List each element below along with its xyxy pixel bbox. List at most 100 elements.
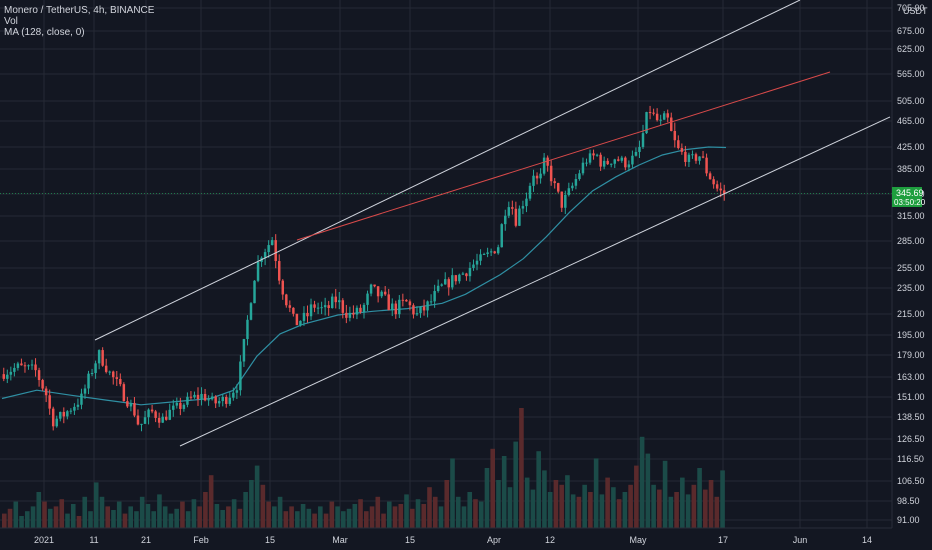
candle-body [599,154,602,167]
candle-body [306,312,309,317]
price-axis-background[interactable] [892,0,932,528]
volume-bar [565,475,570,528]
volume-bar [404,494,409,528]
candle-body [44,388,48,396]
candle-body [359,307,362,313]
volume-bar [36,492,42,528]
volume-bar [277,496,283,528]
candle-body [415,313,419,315]
price-axis[interactable]: 705.00 675.00 625.00 565.00 505.00 465.00 425.… [897,3,925,525]
y-tick-label: 675.00 [897,26,925,36]
volume-bar [427,487,432,528]
candle-body [313,304,316,308]
volume-bar [128,506,134,528]
volume-bar [47,508,53,528]
y-tick-label: 116.50 [897,454,924,464]
candle-body [225,396,228,404]
candle-body [256,261,260,281]
ma-line [1,146,727,406]
y-tick-label: 315.00 [897,211,925,221]
volume-bar [122,513,128,528]
volume-bar [415,499,421,528]
candle-body [532,175,535,186]
candle-body [454,275,458,282]
candle-body [203,393,207,401]
candle-body [539,173,542,179]
y-tick-label: 255.00 [897,263,925,273]
volume-bar [559,484,564,528]
candle-body [412,305,415,315]
volume-bar [203,492,208,528]
candle-body [345,312,348,318]
volume-bar [513,441,518,528]
candle-body [327,305,330,308]
current-price-value: 345.69 [896,188,924,198]
volume-bar [605,477,610,528]
legend-moving-average[interactable]: MA (128, close, 0) [4,27,85,38]
drawing-layer[interactable] [94,0,891,447]
y-tick-label: 235.00 [897,283,925,293]
volume-bar [329,501,335,528]
volume-bar [254,465,260,528]
candle-body [687,154,691,162]
legend-volume[interactable]: Vol [4,16,18,27]
candle-body [620,157,624,161]
volume-bar [593,458,599,528]
time-axis[interactable]: 2021 11 21 Feb 15 Mar 15 Apr 12 May 17 Jun 14 [34,535,872,545]
candle-body [217,401,221,404]
candle-body [521,206,525,209]
candle-body [80,393,83,405]
candle-body [334,296,337,303]
candle-body [207,399,210,401]
time-axis-background[interactable] [0,528,932,550]
candle-body [30,364,34,366]
currency-label: USDT [903,6,928,16]
candle-body [684,151,687,162]
volume-bar [249,480,254,528]
candle-body [468,267,472,277]
candle-body [143,417,147,424]
candle-body [34,364,37,371]
candle-body [634,151,638,156]
volume-bar [680,477,685,528]
candle-body [186,396,189,405]
candle-body [193,394,196,398]
candle-body [210,396,214,400]
legend[interactable]: Monero / TetherUS, 4h, BINANCE Vol MA (1… [4,5,155,38]
volume-bar [369,506,375,528]
candle-body [270,240,274,246]
candle-body [479,254,482,261]
candle-body [90,373,94,375]
candle-layer[interactable] [2,105,726,432]
candle-body [221,396,224,402]
volume-bar [157,494,162,528]
volume-bar [2,513,7,528]
volume-bar [490,448,496,528]
volume-bar [134,511,139,528]
volume-bar [657,489,662,528]
candle-body [486,252,489,254]
volume-bar [162,506,168,528]
candle-body [23,365,27,367]
volume-bar [260,484,266,528]
legend-title[interactable]: Monero / TetherUS, 4h, BINANCE [4,5,155,16]
candle-body [62,411,66,417]
volume-bar [174,508,179,528]
volume-bar [306,508,312,528]
candle-body [76,404,80,407]
x-tick-label: Feb [193,535,209,545]
x-tick-label: 12 [545,535,555,545]
volume-bar [335,506,340,528]
volume-bar [364,511,369,528]
volume-bar [168,513,174,528]
volume-bar [289,506,294,528]
volume-bar [300,504,306,528]
volume-bar [7,508,13,528]
candle-body [461,273,465,275]
volume-bar [542,470,547,528]
volume-bar [30,506,36,528]
candle-body [97,350,101,364]
candle-body [341,300,345,313]
